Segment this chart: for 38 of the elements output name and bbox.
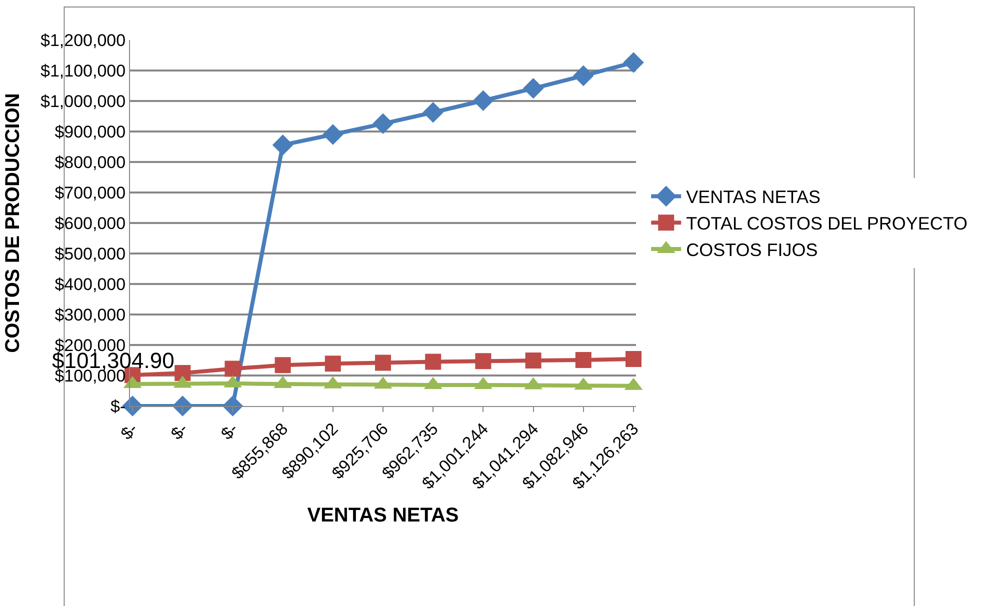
y-tick-label: $1,200,000 xyxy=(40,30,126,50)
y-tick-label: $700,000 xyxy=(54,183,126,202)
x-tick-label: $- xyxy=(117,419,142,444)
point xyxy=(322,124,344,145)
point xyxy=(372,113,394,134)
y-tick-label: $500,000 xyxy=(54,244,126,264)
point xyxy=(575,352,592,368)
y-tick-label: $300,000 xyxy=(54,305,126,324)
point xyxy=(324,356,341,372)
point xyxy=(274,357,291,374)
y-tick-label: $900,000 xyxy=(54,122,126,142)
point xyxy=(522,78,544,99)
point xyxy=(224,360,241,377)
y-tick-label: $400,000 xyxy=(54,274,126,294)
y-tick-label: $1,100,000 xyxy=(40,61,126,80)
legend-label: VENTAS NETAS xyxy=(686,187,820,208)
y-tick-label: $800,000 xyxy=(54,152,126,172)
legend-label: COSTOS FIJOS xyxy=(686,240,818,260)
point xyxy=(174,365,191,382)
point xyxy=(472,90,494,112)
point xyxy=(525,352,542,369)
x-axis-title: VENTAS NETAS xyxy=(307,504,459,526)
point xyxy=(172,396,193,416)
point xyxy=(425,354,442,370)
x-tick-label: $- xyxy=(167,419,192,444)
point xyxy=(573,65,594,86)
point xyxy=(222,396,244,416)
y-tick-label: $- xyxy=(110,396,126,416)
point xyxy=(626,351,642,368)
legend-label: TOTAL COSTOS DEL PROYECTO xyxy=(686,214,968,234)
y-axis-title: COSTOS DE PRODUCCION xyxy=(2,93,24,353)
point xyxy=(422,102,444,123)
point xyxy=(475,353,492,370)
y-tick-label: $600,000 xyxy=(54,214,126,233)
point xyxy=(272,134,294,156)
y-tick-label: $1,000,000 xyxy=(40,92,126,111)
point xyxy=(375,354,391,371)
point xyxy=(623,52,644,73)
